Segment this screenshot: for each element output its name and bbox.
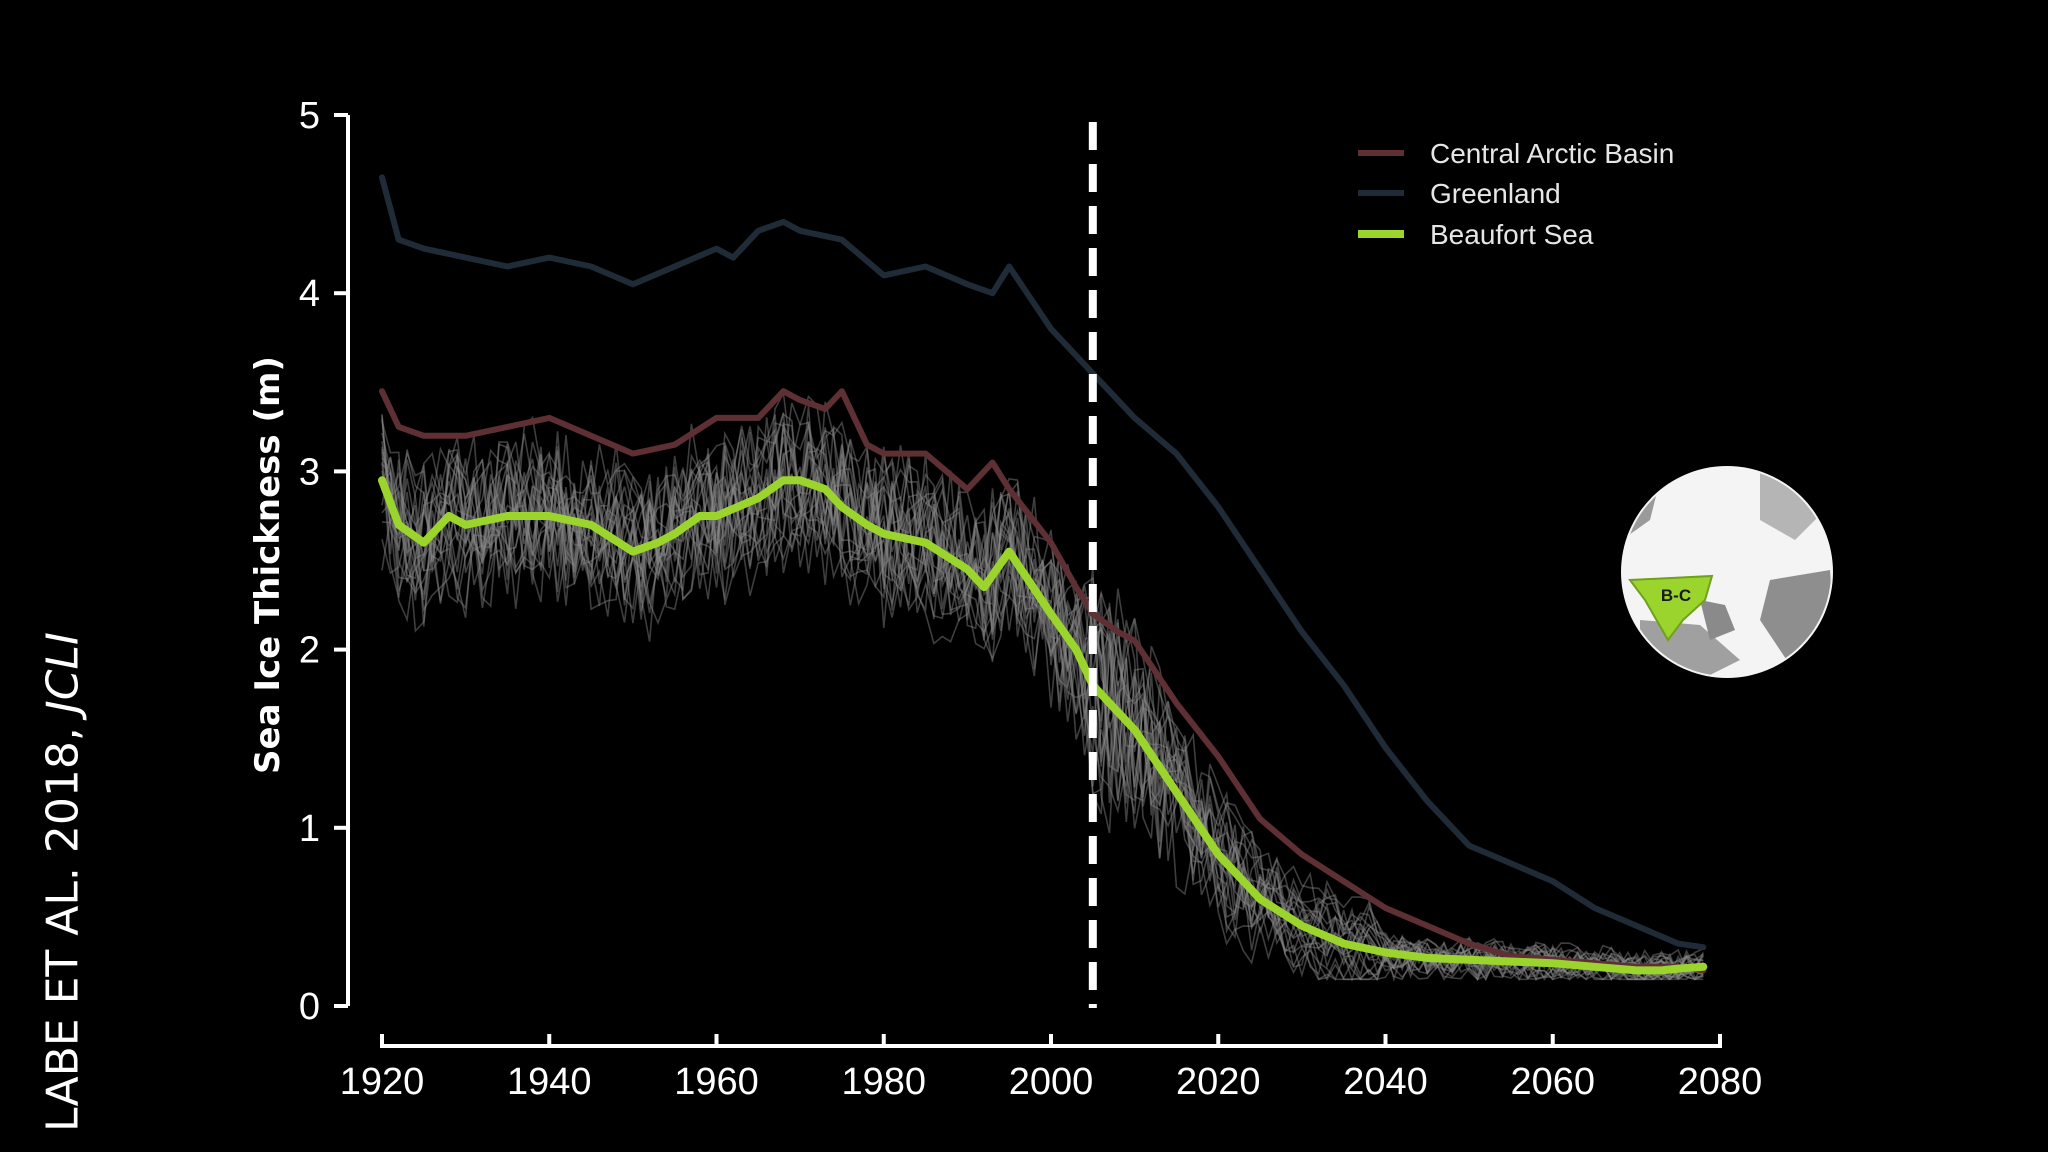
ensemble-member-line	[381, 421, 1704, 979]
ensemble-member-line	[381, 436, 1704, 977]
y-tick-label: 0	[299, 986, 320, 1028]
x-tick-label: 2060	[1510, 1061, 1595, 1103]
series-line-beaufort	[378, 476, 1708, 975]
series-line-greenland	[379, 174, 1707, 951]
arctic-inset-map: B-C	[1621, 466, 1833, 678]
axes: 0 1 2 3 4 5 1920 1940 1960 1980 2000 2020 2040 2060 20…	[299, 95, 1762, 1103]
x-tick-label: 2020	[1176, 1061, 1261, 1103]
x-tick-label: 2000	[1009, 1061, 1094, 1103]
map-region-beaufort-chukchi	[1628, 574, 1714, 642]
y-tick-label: 3	[299, 451, 320, 493]
y-axis-label: Sea Ice Thickness (m)	[248, 356, 288, 774]
x-tick-label: 1960	[674, 1061, 759, 1103]
ensemble-member-line	[381, 421, 1704, 981]
y-tick-label: 1	[299, 808, 320, 850]
map-ocean	[1621, 466, 1833, 678]
y-tick-label: 2	[299, 630, 320, 672]
ensemble-member-line	[381, 418, 1705, 973]
ensemble-member-line	[381, 390, 1704, 971]
series-lines	[378, 174, 1708, 975]
citation-journal: JCLI	[37, 632, 89, 714]
legend-label-central: Central Arctic Basin	[1430, 138, 1674, 169]
ensemble-member-line	[381, 440, 1704, 982]
x-tick-label: 2080	[1678, 1061, 1763, 1103]
citation-authors: LABE ET AL. 2018,	[37, 713, 89, 1132]
y-tick-label: 5	[299, 95, 320, 137]
citation-credit: LABE ET AL. 2018, JCLI	[38, 632, 89, 1132]
map-region-label: B-C	[1661, 586, 1691, 605]
ensemble-members	[381, 390, 1705, 983]
legend: Central Arctic Basin Greenland Beaufort …	[1358, 138, 1674, 250]
ensemble-member-line	[381, 423, 1705, 981]
legend-label-beaufort: Beaufort Sea	[1430, 219, 1594, 250]
ensemble-member-line	[381, 434, 1704, 980]
x-tick-label: 1980	[841, 1061, 926, 1103]
ensemble-member-line	[381, 401, 1704, 971]
x-tick-label: 1920	[340, 1061, 425, 1103]
legend-label-greenland: Greenland	[1430, 178, 1561, 209]
ensemble-member-line	[381, 470, 1704, 981]
series-line-central	[379, 388, 1707, 974]
x-tick-label: 2040	[1343, 1061, 1428, 1103]
map-land-archipelago	[1700, 600, 1735, 640]
x-tick-label: 1940	[507, 1061, 592, 1103]
y-tick-label: 4	[299, 273, 320, 315]
